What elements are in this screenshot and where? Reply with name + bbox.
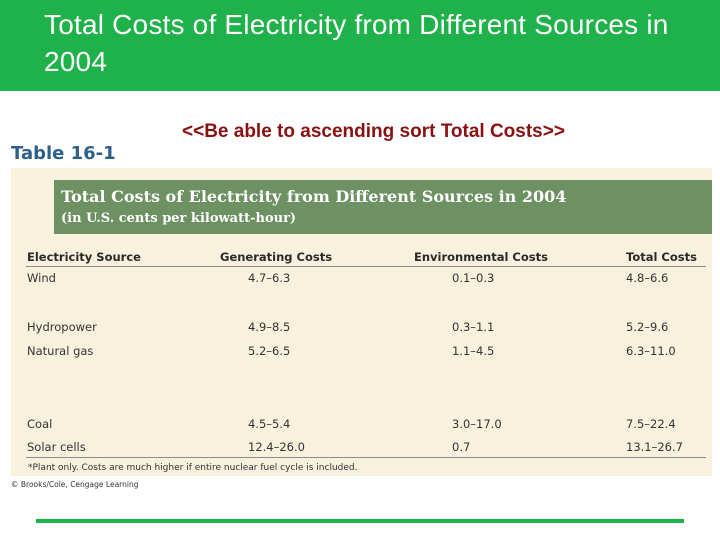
row-coal-source: Coal	[27, 417, 53, 431]
table-panel: Total Costs of Electricity from Differen…	[11, 168, 712, 476]
row-hydropower-environmental: 0.3–1.1	[452, 320, 495, 334]
row-solar-cells-source: Solar cells	[27, 440, 86, 454]
row-solar-cells-environmental: 0.7	[452, 440, 471, 454]
table-label: Table 16-1	[11, 143, 116, 164]
row-coal-generating: 4.5–5.4	[248, 417, 291, 431]
column-header-source: Electricity Source	[27, 250, 141, 264]
row-natural-gas-environmental: 1.1–4.5	[452, 344, 495, 358]
bottom-rule	[36, 519, 684, 523]
row-hydropower-source: Hydropower	[27, 320, 97, 334]
row-hydropower-generating: 4.9–8.5	[248, 320, 291, 334]
row-wind-source: Wind	[27, 271, 56, 285]
slide-title: Total Costs of Electricity from Differen…	[44, 9, 669, 77]
row-natural-gas-total: 6.3–11.0	[626, 344, 676, 358]
row-solar-cells-generating: 12.4–26.0	[248, 440, 305, 454]
table-title: Total Costs of Electricity from Differen…	[61, 187, 567, 206]
column-header-environmental: Environmental Costs	[414, 250, 548, 264]
column-header-total: Total Costs	[626, 250, 697, 264]
footer-rule	[26, 457, 706, 458]
sort-note: <<Be able to ascending sort Total Costs>…	[182, 121, 565, 142]
row-natural-gas-generating: 5.2–6.5	[248, 344, 291, 358]
row-natural-gas-source: Natural gas	[27, 344, 94, 358]
header-rule	[26, 266, 706, 267]
row-coal-environmental: 3.0–17.0	[452, 417, 502, 431]
slide-header: Total Costs of Electricity from Differen…	[0, 0, 720, 91]
row-wind-total: 4.8–6.6	[626, 271, 669, 285]
row-hydropower-total: 5.2–9.6	[626, 320, 669, 334]
row-wind-generating: 4.7–6.3	[248, 271, 291, 285]
row-wind-environmental: 0.1–0.3	[452, 271, 495, 285]
copyright-line: © Brooks/Cole, Cengage Learning	[11, 480, 139, 489]
row-coal-total: 7.5–22.4	[626, 417, 676, 431]
table-title-band: Total Costs of Electricity from Differen…	[54, 180, 712, 234]
row-solar-cells-total: 13.1–26.7	[626, 440, 683, 454]
column-header-generating: Generating Costs	[220, 250, 333, 264]
table-subtitle: (in U.S. cents per kilowatt-hour)	[61, 211, 297, 226]
table-footnote: *Plant only. Costs are much higher if en…	[28, 463, 358, 473]
